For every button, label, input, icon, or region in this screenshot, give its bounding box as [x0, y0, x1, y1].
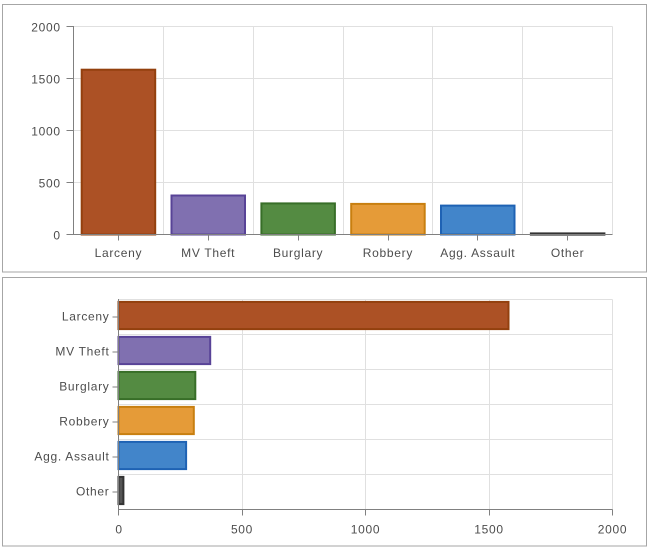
svg-text:Other: Other	[76, 485, 110, 499]
svg-text:500: 500	[39, 176, 61, 190]
svg-text:Larceny: Larceny	[95, 246, 143, 260]
svg-text:Other: Other	[551, 246, 585, 260]
svg-text:Robbery: Robbery	[363, 246, 413, 260]
svg-text:2000: 2000	[31, 20, 61, 34]
svg-text:Burglary: Burglary	[273, 246, 323, 260]
svg-text:Agg. Assault: Agg. Assault	[34, 450, 109, 464]
svg-text:1500: 1500	[474, 523, 504, 537]
svg-text:MV Theft: MV Theft	[55, 345, 109, 359]
svg-text:1000: 1000	[31, 124, 61, 138]
svg-text:0: 0	[115, 523, 122, 537]
svg-text:1000: 1000	[351, 523, 381, 537]
svg-text:0: 0	[53, 228, 60, 242]
svg-text:1500: 1500	[31, 72, 61, 86]
svg-text:Robbery: Robbery	[59, 415, 109, 429]
svg-text:Agg. Assault: Agg. Assault	[440, 246, 515, 260]
svg-text:Burglary: Burglary	[59, 380, 109, 394]
svg-text:2000: 2000	[598, 523, 628, 537]
svg-text:MV Theft: MV Theft	[181, 246, 235, 260]
svg-text:500: 500	[231, 523, 253, 537]
svg-text:Larceny: Larceny	[62, 310, 110, 324]
